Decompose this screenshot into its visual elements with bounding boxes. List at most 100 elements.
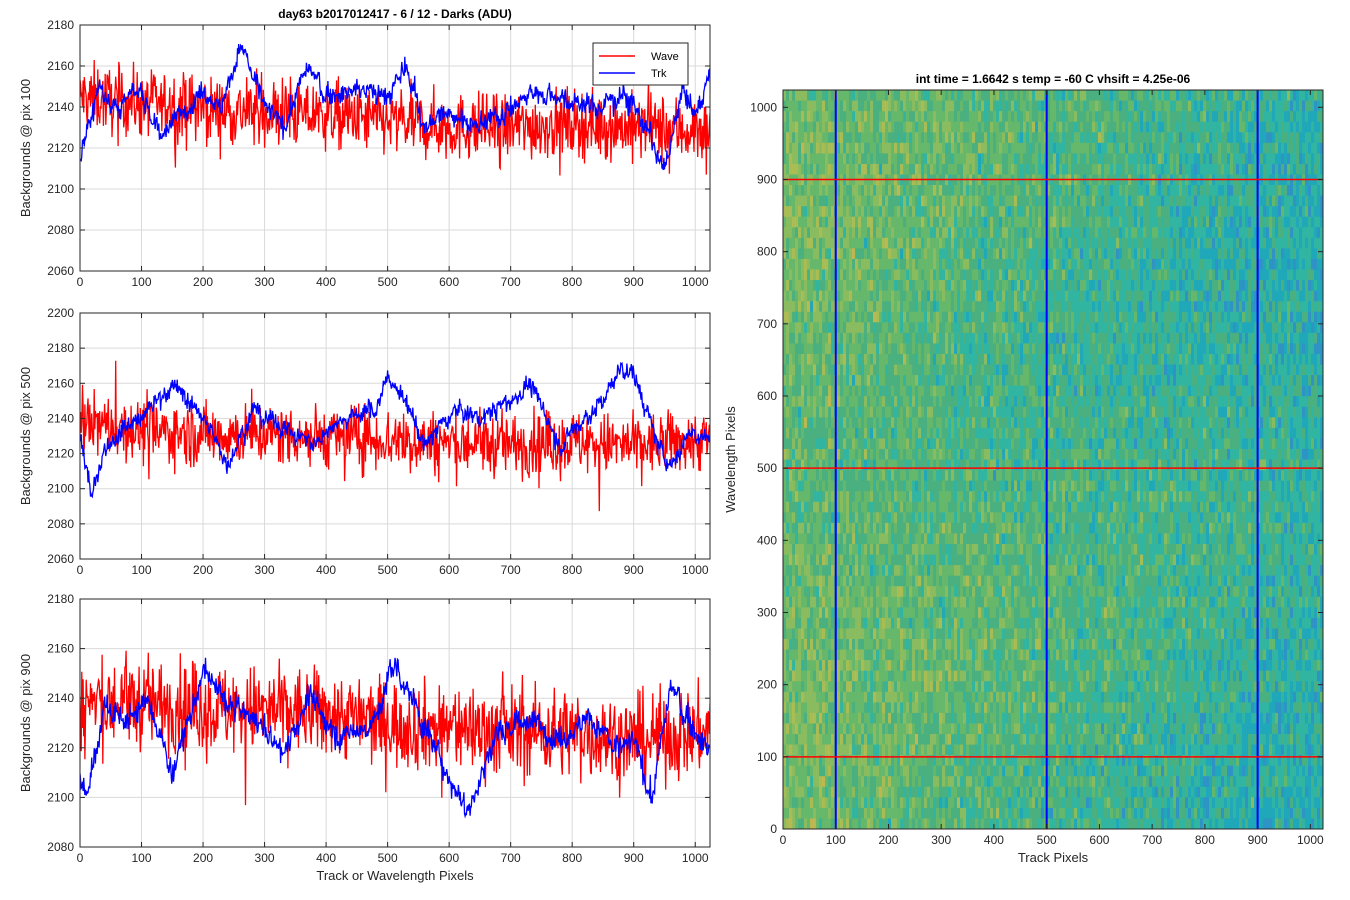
heatmap-cell (912, 438, 916, 450)
heatmap-cell (894, 670, 898, 682)
heatmap-cell (801, 322, 805, 334)
heatmap-cell (873, 322, 877, 334)
heatmap-cell (933, 649, 937, 661)
heatmap-cell (813, 332, 817, 344)
heatmap-cell (804, 480, 808, 492)
heatmap-cell (927, 353, 931, 365)
heatmap-cell (954, 797, 958, 809)
heatmap-cell (792, 797, 796, 809)
heatmap-cell (822, 227, 826, 239)
heatmap-cell (837, 765, 841, 777)
heatmap-cell (969, 628, 973, 640)
heatmap-cell (822, 765, 826, 777)
heatmap-cell (963, 396, 967, 408)
heatmap-cell (897, 554, 901, 566)
heatmap-cell (903, 818, 907, 829)
heatmap-cell (867, 206, 871, 218)
heatmap-cell (837, 280, 841, 291)
heatmap-cell (801, 311, 805, 323)
heatmap-cell (957, 628, 961, 640)
heatmap-cell (948, 332, 952, 344)
heatmap-cell (855, 765, 859, 777)
heatmap-cell (816, 427, 820, 439)
heatmap-cell (912, 364, 916, 376)
heatmap-cell (885, 807, 889, 819)
heatmap-cell (900, 554, 904, 566)
heatmap-cell (969, 533, 973, 545)
heatmap-cell (933, 185, 937, 196)
heatmap-cell (807, 153, 811, 165)
heatmap-cell (885, 723, 889, 735)
heatmap-cell (933, 691, 937, 703)
heatmap-cell (948, 290, 952, 302)
heatmap-cell (786, 142, 790, 154)
heatmap-cell (783, 248, 787, 260)
heatmap-cell (861, 216, 865, 228)
heatmap-cell (837, 406, 841, 418)
heatmap-cell (966, 111, 970, 123)
heatmap-cell (825, 702, 829, 714)
heatmap-cell (909, 755, 913, 767)
series-line-wave (80, 360, 710, 512)
heatmap-cell (828, 786, 832, 798)
heatmap-cell (939, 702, 943, 714)
heatmap-cell (975, 491, 979, 503)
heatmap-cell (894, 533, 898, 545)
heatmap-cell (885, 691, 889, 703)
heatmap-cell (783, 227, 787, 239)
heatmap-cell (975, 755, 979, 767)
heatmap-cell (978, 111, 982, 123)
heatmap-cell (882, 248, 886, 260)
heatmap-cell (915, 364, 919, 376)
heatmap-cell (867, 459, 871, 471)
heatmap-cell (918, 586, 922, 598)
heatmap-cell (984, 596, 988, 608)
heatmap-cell (909, 512, 913, 524)
heatmap-cell (864, 670, 868, 682)
heatmap-cell (966, 586, 970, 598)
heatmap-cell (888, 607, 892, 619)
heatmap-cell (930, 512, 934, 524)
heatmap-cell (975, 681, 979, 693)
heatmap-cell (957, 100, 961, 112)
heatmap-cell (786, 364, 790, 376)
heatmap-cell (822, 311, 826, 323)
heatmap-cell (870, 565, 874, 577)
heatmap-cell (966, 638, 970, 650)
heatmap-cell (936, 448, 940, 460)
heatmap-cell (897, 406, 901, 418)
heatmap-cell (795, 375, 799, 386)
heatmap-cell (846, 343, 850, 355)
heatmap-cell (885, 649, 889, 661)
heatmap-cell (930, 807, 934, 819)
heatmap-cell (906, 406, 910, 418)
heatmap-cell (909, 744, 913, 756)
heatmap-cell (807, 480, 811, 492)
heatmap-cell (861, 575, 865, 587)
heatmap-cell (828, 733, 832, 745)
heatmap-cell (936, 681, 940, 693)
heatmap-cell (783, 691, 787, 703)
heatmap-cell (825, 290, 829, 302)
heatmap-cell (891, 733, 895, 745)
heatmap-cell (975, 638, 979, 650)
heatmap-cell (798, 301, 802, 313)
heatmap-cell (936, 396, 940, 408)
heatmap-cell (957, 227, 961, 239)
heatmap-cell (975, 111, 979, 123)
heatmap-cell (876, 755, 880, 767)
heatmap-cell (930, 111, 934, 123)
heatmap-cell (885, 332, 889, 344)
heatmap-cell (978, 681, 982, 693)
heatmap-cell (891, 438, 895, 450)
heatmap-cell (837, 480, 841, 492)
heatmap-cell (861, 786, 865, 798)
heatmap-cell (930, 90, 934, 101)
heatmap-cell (915, 385, 919, 397)
heatmap-cell (900, 417, 904, 429)
heatmap-cell (867, 522, 871, 534)
heatmap-cell (840, 470, 844, 482)
heatmap-cell (807, 628, 811, 640)
heatmap-cell (786, 111, 790, 123)
